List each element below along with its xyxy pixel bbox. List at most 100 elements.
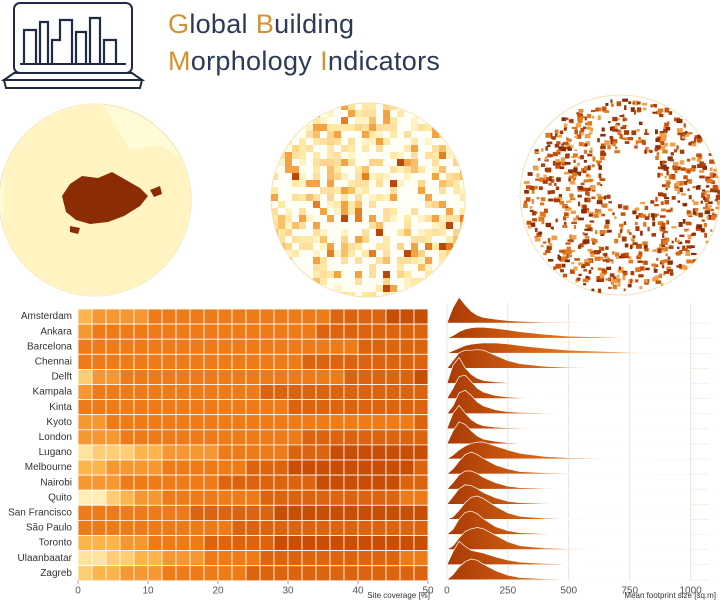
heatmap-cell [259,550,275,567]
map-building [602,259,608,262]
heatmap-cell [161,504,177,521]
map-building [602,203,608,208]
map-pixel [271,278,278,285]
map-building [662,273,666,276]
map-building [555,162,561,166]
map-building [691,165,697,169]
heatmap-cell [301,550,317,567]
map-building [702,189,706,192]
map-building [619,115,625,117]
map-pixel [271,215,278,222]
map-pixel [397,180,404,187]
map-building [630,244,633,250]
heatmap-cell [189,550,205,567]
heatmap-cell [105,474,121,491]
map-pixel [313,285,320,292]
map-building [568,175,574,179]
heatmap-cell [399,504,415,521]
heatmap-cell [259,399,275,416]
map-building [581,168,584,173]
heatmap-cell [301,565,317,582]
heatmap-cell [189,535,205,552]
map-building [612,251,615,255]
map-pixel [299,145,306,152]
map-building [605,219,610,225]
heatmap-cell [315,323,331,340]
map-building [568,119,573,123]
map-pixel [369,173,376,180]
map-building [556,177,561,182]
heatmap-cell [259,565,275,582]
map-building [536,197,540,200]
heatmap-cell [203,474,219,491]
map-building [583,269,587,272]
map-building [543,212,546,218]
map-pixel [446,285,453,292]
map-building [644,216,650,220]
heatmap-cell [91,489,107,506]
map-building [559,161,566,165]
map-building [691,157,696,161]
map-building [667,269,673,272]
heatmap-cell [105,444,121,461]
map-building [664,197,669,200]
map-pixel [271,222,278,229]
heatmap-cell [189,308,205,325]
map-building [696,159,701,162]
map-building [573,153,578,158]
map-building [664,107,670,113]
map-building [585,191,590,196]
map-building [534,227,538,232]
heatmap-cell [245,429,261,446]
map-building [578,201,581,207]
map-pixel [439,257,446,264]
heatmap-cell [385,308,401,325]
map-building [662,184,668,187]
map-building [569,193,574,198]
map-pixel [341,117,348,124]
map-pixel [292,152,299,159]
heatmap-cell [259,323,275,340]
map-pixel [404,250,411,257]
heatmap-cell [231,535,247,552]
heatmap-cell [385,338,401,355]
map-building [685,240,691,244]
heatmap-cell [301,308,317,325]
map-building [711,180,715,185]
map-pixel [376,180,383,187]
map-building [629,232,632,236]
map-building [706,185,710,188]
map-building [665,188,668,191]
map-building [530,222,536,227]
map-building [616,101,622,107]
map-building [614,124,618,129]
x-tick-label: 50 [422,585,434,596]
map-building [582,232,585,235]
map-pixel [292,110,299,117]
heatmap-cell [357,504,373,521]
heatmap-cell [91,520,107,536]
map-pixel [460,208,465,215]
map-pixel [397,166,404,173]
heatmap-cell [357,459,373,476]
heatmap-cell [161,353,177,370]
map-pixel [383,103,390,110]
heatmap-cell [119,565,135,582]
map-pixel [348,250,355,257]
map-pixel [369,292,376,297]
map-building [535,178,541,181]
heatmap-cell [189,565,205,582]
heatmap-cell [399,535,415,552]
heatmap-cell [105,414,121,431]
map-pixel [383,194,390,201]
map-pixel [285,131,292,138]
map-building [665,182,670,188]
heatmap-cell [329,323,345,340]
map-pixel [362,229,369,236]
ridge [446,495,691,520]
map-building [689,168,695,172]
map-building [672,167,678,171]
map-building [562,204,568,209]
heatmap-cell [371,338,387,355]
heatmap-cell [161,444,177,461]
